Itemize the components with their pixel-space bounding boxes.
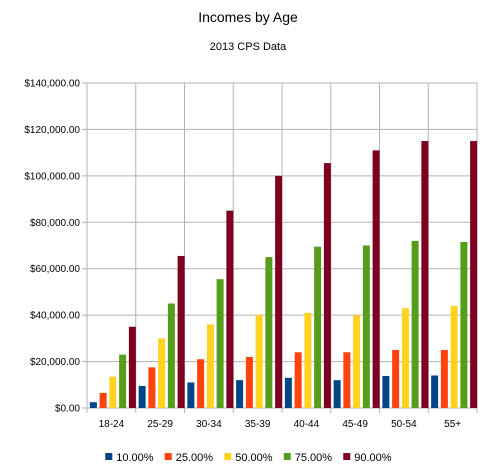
bar — [460, 242, 468, 408]
bar — [128, 326, 136, 408]
legend-label: 10.00% — [116, 452, 154, 464]
bar — [167, 303, 175, 408]
bar — [284, 377, 292, 408]
bar — [294, 352, 302, 408]
bars — [89, 141, 478, 409]
y-tick-label: $140,000.00 — [24, 79, 80, 90]
x-tick-label: 35-39 — [245, 419, 271, 430]
bar — [138, 385, 146, 408]
bar — [216, 279, 224, 408]
bar — [109, 376, 117, 408]
bar — [304, 312, 312, 408]
x-tick-label: 18-24 — [99, 419, 125, 430]
x-tick-label: 55+ — [444, 419, 461, 430]
bar — [362, 245, 370, 408]
legend-label: 75.00% — [295, 452, 333, 464]
bar — [119, 354, 127, 408]
bar — [411, 240, 419, 408]
bar — [197, 359, 205, 408]
legend-label: 90.00% — [354, 452, 392, 464]
bar — [158, 338, 166, 408]
bar — [226, 210, 234, 408]
y-tick-label: $60,000.00 — [30, 264, 80, 275]
bar — [187, 382, 195, 408]
x-tick-label: 45-49 — [342, 419, 368, 430]
bar — [382, 375, 390, 408]
legend: 10.00% 25.00% 50.00% 75.00% 90.00% — [105, 452, 392, 464]
y-tick-label: $20,000.00 — [30, 357, 80, 368]
bar — [343, 352, 351, 408]
bar — [255, 315, 263, 408]
bar — [470, 141, 478, 409]
bar — [89, 402, 97, 408]
bar — [353, 315, 361, 408]
axes: $0.00 $20,000.00 $40,000.00 $60,000.00 $80,0… — [24, 79, 478, 430]
bar — [245, 356, 253, 408]
bar — [99, 392, 107, 408]
bar — [314, 246, 322, 408]
y-tick-label: $120,000.00 — [24, 125, 80, 136]
x-tick-label: 25-29 — [147, 419, 173, 430]
y-tick-label: $40,000.00 — [30, 311, 80, 322]
y-tick-label: $80,000.00 — [30, 218, 80, 229]
legend-swatch — [105, 453, 113, 460]
bar — [431, 375, 439, 408]
bar — [265, 257, 273, 408]
bar — [401, 308, 409, 408]
x-tick-label: 50-54 — [391, 419, 417, 430]
bar — [392, 349, 400, 408]
legend-swatch — [343, 453, 351, 460]
bar — [440, 349, 448, 408]
bar — [372, 150, 380, 409]
bar — [206, 324, 214, 408]
legend-swatch — [224, 453, 232, 460]
legend-swatch — [283, 453, 291, 460]
y-tick-label: $0.00 — [55, 404, 80, 415]
bar — [236, 380, 244, 408]
legend-label: 50.00% — [235, 452, 273, 464]
bar — [148, 367, 156, 408]
bar — [333, 380, 341, 408]
bar — [450, 305, 458, 408]
legend-label: 25.00% — [176, 452, 214, 464]
bar — [421, 141, 429, 409]
bar — [177, 255, 185, 408]
bar — [275, 175, 283, 408]
x-tick-label: 30-34 — [196, 419, 222, 430]
bar — [323, 163, 331, 408]
x-tick-label: 40-44 — [294, 419, 320, 430]
chart-subtitle: 2013 CPS Data — [210, 41, 287, 53]
chart-title: Incomes by Age — [198, 9, 298, 25]
y-tick-label: $100,000.00 — [24, 171, 80, 182]
legend-swatch — [164, 453, 172, 460]
